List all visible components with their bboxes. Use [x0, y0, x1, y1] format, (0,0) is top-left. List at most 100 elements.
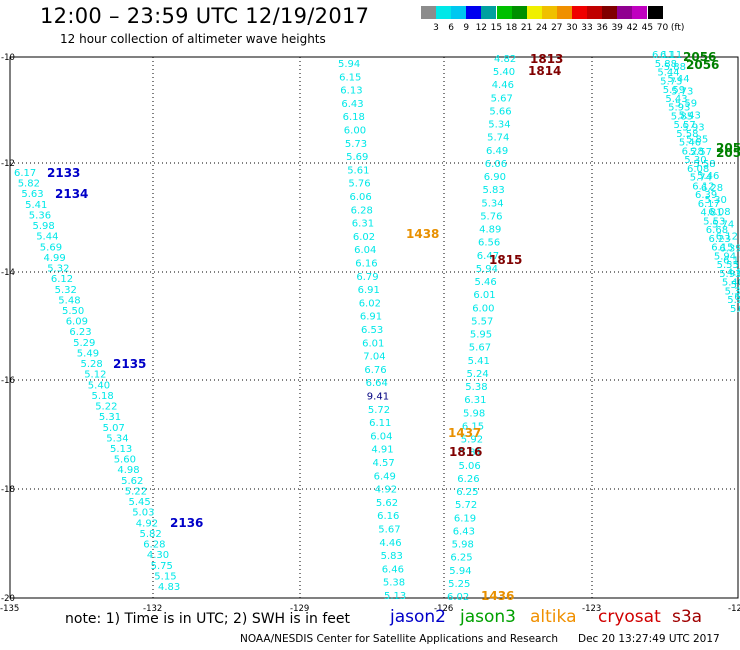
scale-label: (ft) — [670, 23, 685, 33]
pass-label: 2056 — [683, 50, 716, 64]
wave-height-value: 5.93 — [719, 269, 740, 280]
wave-height-value: 5.13 — [110, 444, 132, 455]
wave-height-value: 6.12 — [51, 274, 73, 285]
map-frame — [9, 56, 739, 599]
pass-label: 2135 — [113, 357, 146, 371]
wave-height-value: 6.16 — [377, 511, 399, 522]
wave-height-value: 6.49 — [374, 471, 396, 482]
wave-height-value: 4.92 — [136, 518, 158, 529]
wave-height-value: 5.24 — [467, 369, 489, 380]
wave-height-value: 6.04 — [370, 431, 392, 442]
wave-height-value: 5.98 — [33, 221, 55, 232]
mission-legend-item: jason3 — [460, 607, 516, 627]
lat-tick-label: -20 — [1, 594, 15, 604]
wave-height-value: 5.62 — [376, 498, 398, 509]
scale-swatch — [481, 6, 497, 19]
lat-lon-grid — [10, 57, 738, 598]
lat-tick-label: -10 — [1, 53, 15, 63]
scale-swatch — [647, 6, 663, 19]
wave-height-value: 5.62 — [121, 476, 143, 487]
pass-label: 2133 — [47, 166, 80, 180]
scale-label: 9 — [463, 23, 470, 33]
map-title: 12:00 – 23:59 UTC 12/19/2017 — [40, 4, 370, 28]
scale-swatch — [421, 6, 437, 19]
wave-height-value: 5.57 — [674, 120, 696, 131]
wave-height-value: 5.57 — [690, 147, 712, 158]
pass-label: 1436 — [481, 589, 514, 603]
wave-height-value: 5.82 — [140, 529, 162, 540]
wave-height-value: 5.34 — [488, 120, 510, 131]
scale-label: 42 — [626, 23, 639, 33]
wave-height-value: 6.15 — [711, 243, 733, 254]
wave-height-value: 5.22 — [95, 402, 117, 413]
wave-height-value: 6.68 — [734, 292, 740, 303]
wave-height-value: 4.81 — [700, 208, 722, 219]
wave-height-value: 4.91 — [371, 445, 393, 456]
wave-height-value: 6.17 — [723, 256, 740, 267]
wave-height-value: 5.40 — [88, 380, 110, 391]
wave-height-value: 6.11 — [652, 50, 674, 61]
wave-height-value: 5.30 — [684, 155, 706, 166]
wave-height-value: 5.75 — [151, 561, 173, 572]
scale-label: 15 — [490, 23, 503, 33]
wave-height-value: 5.43 — [679, 111, 701, 122]
wave-height-value: 6.91 — [360, 312, 382, 323]
axis-tick-labels: -135 -132 -129 -126 -123 -12 -10 -12 -14 -16 -18 -2… — [0, 53, 740, 614]
wave-height-value: 5.49 — [77, 349, 99, 360]
lat-tick-label: -18 — [1, 485, 15, 495]
wave-height-value: 5.76 — [348, 179, 370, 190]
wave-height-value: 5.60 — [114, 455, 136, 466]
lon-tick-label: -132 — [143, 604, 162, 614]
wave-height-value: 6.02 — [447, 592, 469, 603]
wave-height-value: 6.23 — [709, 234, 731, 245]
wave-height-value: 4.46 — [492, 80, 514, 91]
wave-height-value: 6.17 — [14, 168, 36, 179]
wave-height-value: 5.41 — [468, 356, 490, 367]
wave-height-value: 5.22 — [125, 487, 147, 498]
wave-height-value: 6.23 — [69, 327, 91, 338]
wave-height-value: 5.46 — [697, 171, 719, 182]
wave-height-value: 6.13 — [340, 86, 362, 97]
wave-height-value: 5.94 — [714, 251, 736, 262]
scale-swatch — [617, 6, 633, 19]
wave-height-value: 5.98 — [463, 408, 485, 419]
wave-height-value: 4.83 — [158, 582, 180, 593]
wave-height-value: 6.11 — [369, 418, 391, 429]
wave-height-value: 5.67 — [378, 525, 400, 536]
wave-height-value: 5.83 — [381, 551, 403, 562]
wave-height-value: 6.01 — [362, 338, 384, 349]
wave-height-value: 6.25 — [456, 487, 478, 498]
wave-height-value: 6.90 — [484, 172, 506, 183]
wave-height-value: 5.67 — [469, 343, 491, 354]
scale-label: 36 — [596, 23, 608, 33]
wave-height-value: 6.23 — [738, 304, 740, 315]
wave-height-value: 5.69 — [346, 152, 368, 163]
wave-height-value: 6.08 — [687, 164, 709, 175]
wave-height-value: 4.92 — [375, 485, 397, 496]
lon-tick-label: -135 — [0, 604, 19, 614]
wave-height-value: 5.40 — [493, 67, 515, 78]
wave-height-value: 5.20 — [727, 295, 740, 306]
wave-height-value: 6.39 — [719, 244, 740, 255]
scale-swatch — [556, 6, 572, 19]
wave-height-value: 5.73 — [660, 76, 682, 87]
wave-height-value: 5.85 — [671, 111, 693, 122]
wave-height-value: 5.12 — [84, 370, 106, 381]
wave-height-value: 5.44 — [36, 232, 58, 243]
wave-height-value: 5.85 — [686, 135, 708, 146]
notes-text: note: 1) Time is in UTC; 2) SWH is in fe… — [65, 611, 351, 627]
wave-height-value: 5.34 — [106, 433, 128, 444]
wave-height-value: 5.34 — [481, 198, 503, 209]
wave-height-value: 5.63 — [21, 189, 43, 200]
wave-height-value: 5.61 — [347, 165, 369, 176]
wave-height-value: 6.68 — [706, 225, 728, 236]
wave-height-value: 5.37 — [725, 287, 740, 298]
wave-height-value: 5.10 — [730, 304, 740, 315]
wave-height-value: 6.06 — [350, 192, 372, 203]
wave-height-value: 5.41 — [25, 200, 47, 211]
wave-height-value: 5.72 — [455, 500, 477, 511]
scale-label: 30 — [566, 23, 578, 33]
wave-height-value: 4.82 — [494, 54, 516, 65]
scale-label: 6 — [448, 23, 454, 33]
wave-height-value: 6.12 — [692, 181, 714, 192]
